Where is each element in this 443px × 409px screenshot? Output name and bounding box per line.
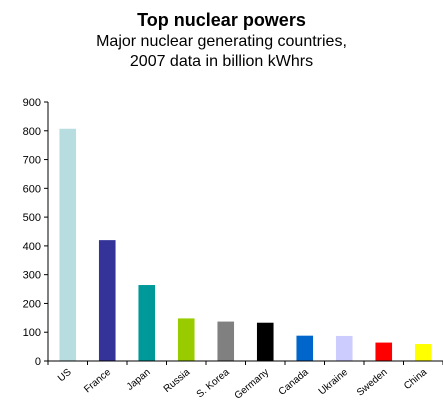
x-tick-label: Russia [162, 367, 193, 395]
chart-subtitle: Major nuclear generating countries, 2007… [96, 33, 347, 70]
y-tick-label: 200 [23, 298, 41, 310]
x-tick-label: Ukraine [317, 367, 351, 398]
x-tick-label: US [56, 367, 74, 385]
bar [375, 342, 393, 361]
x-tick-label: Sweden [355, 367, 390, 399]
y-axis: 0 100 200 300 400 500 600 700 800 900 [23, 97, 49, 368]
y-tick-label: 800 [23, 126, 41, 138]
bars [59, 128, 432, 361]
bar [414, 344, 432, 361]
x-tick-label: China [402, 367, 429, 393]
x-tick-label: Canada [277, 367, 311, 398]
chart-title: Top nuclear powers [137, 10, 306, 30]
x-tick-label: S. Korea [195, 367, 232, 401]
bar [98, 240, 116, 361]
y-tick-label: 100 [23, 327, 41, 339]
bar [217, 321, 235, 361]
y-tick-label: 900 [23, 97, 41, 109]
y-tick-label: 400 [23, 241, 41, 253]
x-axis: US France Japan Russia S. Korea Germany Canada… [47, 360, 443, 402]
bar [296, 335, 314, 361]
bar [335, 335, 353, 361]
bar [59, 128, 77, 361]
bar [256, 322, 274, 361]
y-tick-label: 0 [35, 356, 41, 368]
y-tick-label: 600 [23, 183, 41, 195]
x-tick-label: Japan [125, 367, 153, 393]
x-tick-label: France [82, 367, 113, 396]
x-tick-label: Germany [233, 367, 272, 402]
y-tick-label: 700 [23, 155, 41, 167]
bar [177, 318, 195, 361]
y-tick-label: 300 [23, 270, 41, 282]
bar [138, 285, 156, 361]
y-tick-label: 500 [23, 212, 41, 224]
